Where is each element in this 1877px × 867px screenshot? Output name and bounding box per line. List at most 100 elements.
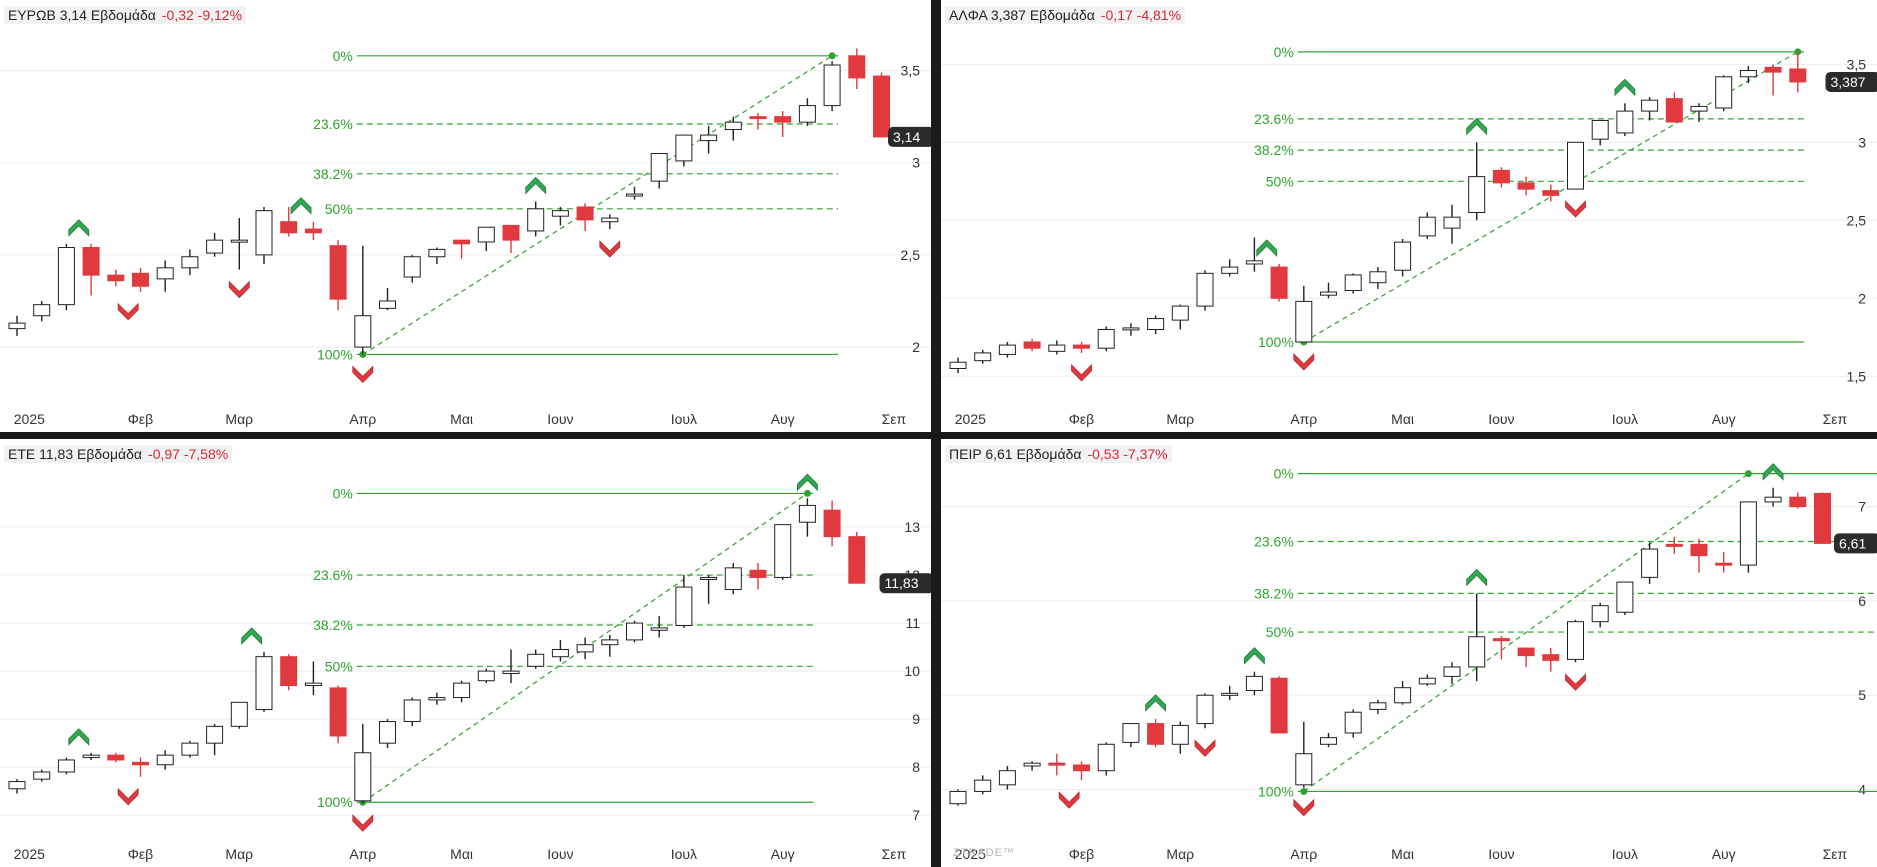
candle-body	[1073, 344, 1090, 349]
sell-signal-arrow	[1565, 200, 1586, 218]
y-tick-label: 1,5	[1847, 368, 1867, 384]
x-tick-label: Ιουλ	[1612, 411, 1638, 427]
candle-body	[33, 304, 51, 317]
chart-svg-alpha[interactable]: 1,5 2 2,5 3 3,5 2025 Φεβ Μαρ Απρ Μαι Ιουν Ιουλ Αυγ Σε…	[941, 0, 1877, 432]
fib-level-label: 0%	[1274, 44, 1294, 60]
chart-svg-eurob[interactable]: 2 2,5 3 3,5 2025 Φεβ Μαρ Απρ Μαι Ιουν Ιουλ Αυγ Σεπ 0%…	[0, 0, 931, 432]
candle-body	[477, 670, 495, 682]
candle-body	[650, 153, 668, 182]
x-tick-label: Μαρ	[225, 846, 253, 862]
candle-body	[650, 627, 668, 631]
sell-signal-arrow	[228, 280, 250, 299]
candle-body	[230, 239, 248, 243]
candle-body	[82, 754, 100, 759]
fib-trend-line	[1303, 473, 1749, 792]
buy-signal-arrow	[1762, 463, 1784, 481]
x-tick-label: Ιουν	[547, 411, 573, 427]
x-tick-label: Αυγ	[1712, 846, 1736, 862]
candle-body	[57, 759, 75, 773]
candle-body	[428, 697, 446, 701]
candle-body	[848, 536, 866, 584]
candle-body	[1641, 99, 1659, 112]
y-tick-label: 2,5	[901, 247, 921, 263]
x-tick-label: Ιουλ	[671, 411, 697, 427]
candle-body	[998, 770, 1016, 786]
last-price-label: 3,387	[1831, 74, 1866, 90]
sell-signal-arrow	[1565, 673, 1586, 691]
sell-signal-arrow	[1293, 353, 1315, 371]
price-change: -0,17 -4,81%	[1100, 7, 1182, 23]
candle-body	[1739, 70, 1757, 78]
candle-body	[403, 256, 421, 278]
y-tick-label: 10	[904, 663, 920, 679]
candle-body	[181, 256, 199, 269]
candle-body	[675, 134, 693, 162]
y-tick-label: 2	[1858, 290, 1866, 306]
candle-body	[230, 701, 248, 727]
x-tick-label: Μαι	[1391, 846, 1414, 862]
chart-panel-ete[interactable]: 789101112132025ΦεβΜαρΑπρΜαιΙουνΙουλΑυγΣε…	[0, 439, 931, 867]
y-tick-label: 3	[912, 155, 920, 171]
candle-body	[1468, 176, 1486, 213]
candle-body	[527, 208, 545, 232]
last-price-tag	[879, 573, 931, 594]
buy-signal-arrow	[1466, 568, 1488, 587]
candle-body	[1814, 492, 1831, 544]
x-tick-label: Ιουλ	[1612, 846, 1638, 862]
candle-body	[1492, 638, 1510, 642]
chart-header: ΑΛΦΑ 3,387 Εβδομάδα -0,17 -4,81%	[945, 6, 1186, 24]
x-tick-label: Ιουν	[1488, 846, 1514, 862]
x-tick-label: Αυγ	[1712, 411, 1736, 427]
fib-level-label: 0%	[333, 485, 353, 501]
candle-body	[502, 224, 520, 241]
candle-body	[700, 134, 718, 142]
y-tick-label: 8	[912, 759, 920, 775]
candle-body	[1122, 723, 1140, 743]
y-tick-label: 4	[1858, 782, 1866, 798]
candle-body	[304, 682, 322, 687]
chart-panel-eurob[interactable]: 2 2,5 3 3,5 2025 Φεβ Μαρ Απρ Μαι Ιουν Ιουλ Αυγ Σεπ 0%…	[0, 0, 931, 432]
candle-body	[1245, 675, 1263, 692]
candle-body	[132, 761, 149, 766]
candle-body	[132, 272, 149, 287]
candle-body	[700, 576, 718, 580]
price-change: -0,97 -7,58%	[148, 446, 229, 462]
candle-body	[107, 274, 125, 282]
candle-body	[1369, 271, 1387, 284]
candle-body	[1369, 702, 1387, 710]
chart-title: ΕΤΕ 11,83 Εβδομάδα	[8, 446, 143, 462]
candle-body	[949, 361, 967, 369]
y-tick-label: 2	[912, 339, 920, 355]
buy-signal-arrow	[1256, 239, 1278, 257]
candle-body	[1591, 605, 1609, 623]
sell-signal-arrow	[1071, 363, 1092, 382]
x-tick-label: Μαρ	[1166, 846, 1194, 862]
fib-level-label: 0%	[1274, 466, 1294, 482]
x-tick-label: Σεπ	[882, 411, 907, 427]
fib-level-label: 38.2%	[313, 166, 353, 182]
sell-signal-arrow	[1293, 798, 1315, 817]
candle-body	[1270, 677, 1288, 734]
candle-body	[1196, 694, 1214, 725]
last-price-tag	[888, 126, 931, 147]
candle-body	[873, 75, 890, 138]
fib-level-label: 50%	[325, 658, 353, 674]
candle-body	[601, 639, 619, 646]
fib-level-label: 50%	[1266, 624, 1294, 640]
candle-body	[774, 524, 792, 578]
candle-body	[823, 64, 841, 107]
chart-panel-peir[interactable]: 4 5 6 7 2025 Φεβ Μαρ Απρ Μαι Ιουν Ιουλ Αυγ Σεπ 0% 23.6…	[941, 439, 1877, 867]
candle-body	[1492, 169, 1510, 184]
candle-body	[206, 725, 224, 744]
candle-body	[1517, 182, 1535, 190]
candle-body	[1443, 666, 1461, 677]
candle-body	[1715, 76, 1733, 109]
chart-svg-peir[interactable]: 4 5 6 7 2025 Φεβ Μαρ Απρ Μαι Ιουν Ιουλ Αυγ Σεπ 0% 23.6…	[941, 439, 1877, 867]
candle-body	[1468, 636, 1486, 668]
candle-body	[304, 228, 322, 234]
chart-panel-alpha[interactable]: 1,5 2 2,5 3 3,5 2025 Φεβ Μαρ Απρ Μαι Ιουν Ιουλ Αυγ Σε…	[941, 0, 1877, 432]
chart-svg-ete[interactable]: 789101112132025ΦεβΜαρΑπρΜαιΙουνΙουλΑυγΣε…	[0, 439, 931, 867]
candle-body	[1418, 677, 1436, 685]
buy-signal-arrow	[525, 176, 547, 195]
fib-anchor-point	[828, 52, 836, 60]
